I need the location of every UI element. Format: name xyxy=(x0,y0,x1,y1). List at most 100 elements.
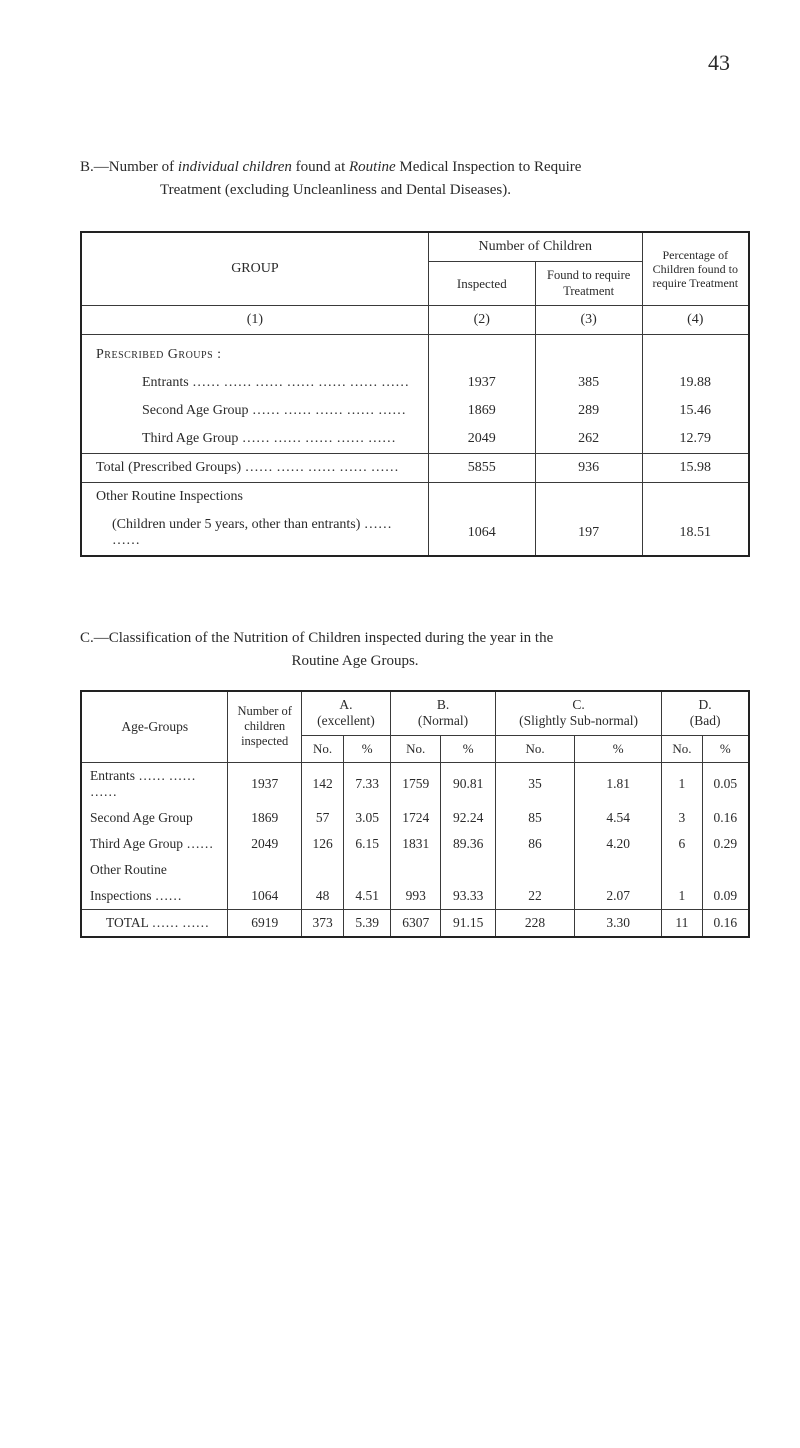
cell-label: Third Age Group …… xyxy=(81,831,228,857)
cell-a_no xyxy=(301,857,343,883)
cell-c_pct: 4.20 xyxy=(575,831,662,857)
cell-b_pct xyxy=(441,857,496,883)
cell-a_no: 48 xyxy=(301,883,343,910)
row-other-c3: 197 xyxy=(535,511,642,556)
cell-a_pct: 7.33 xyxy=(344,762,391,805)
cell-label: Inspections …… xyxy=(81,883,228,910)
th-group-a: A.(excellent) xyxy=(301,691,390,735)
table-row: Other Routine xyxy=(81,857,749,883)
th-found: Found to require Treatment xyxy=(535,262,642,306)
cell-d_pct: 0.09 xyxy=(702,883,749,910)
cell-b_pct: 92.24 xyxy=(441,805,496,831)
cell-b_no xyxy=(391,857,441,883)
sub-d-pct: % xyxy=(702,735,749,762)
cell-c_no: 35 xyxy=(496,762,575,805)
table-b: GROUP Number of Children Percentage of C… xyxy=(80,231,750,557)
cell-d_pct xyxy=(702,857,749,883)
cell-d_no: 3 xyxy=(662,805,702,831)
cell-d_pct: 0.16 xyxy=(702,805,749,831)
table-row: Entrants …… …… ……19371427.33175990.81351… xyxy=(81,762,749,805)
row-second-c4: 15.46 xyxy=(642,397,749,425)
tc-total-b-pct: 91.15 xyxy=(441,909,496,937)
th-num-children-inspected: Number of children inspected xyxy=(228,691,301,762)
cell-label: Other Routine xyxy=(81,857,228,883)
cell-a_pct: 6.15 xyxy=(344,831,391,857)
row-total-label: Total (Prescribed Groups) …… …… …… …… …… xyxy=(81,454,428,483)
cell-b_pct: 93.33 xyxy=(441,883,496,910)
prescribed-groups-label: Prescribed Groups : xyxy=(81,335,428,370)
row-second-c3: 289 xyxy=(535,397,642,425)
th-group-d: D.(Bad) xyxy=(662,691,749,735)
intro-b-italic2: Routine xyxy=(349,159,396,175)
cell-c_pct: 2.07 xyxy=(575,883,662,910)
cell-d_no xyxy=(662,857,702,883)
row-other-c2: 1064 xyxy=(428,511,535,556)
cell-a_pct: 4.51 xyxy=(344,883,391,910)
row-third-c2: 2049 xyxy=(428,425,535,454)
cell-label: Second Age Group xyxy=(81,805,228,831)
intro-c-line2: Routine Age Groups. xyxy=(80,650,750,673)
tc-total-b-no: 6307 xyxy=(391,909,441,937)
row-third-c4: 12.79 xyxy=(642,425,749,454)
col-id-2: (2) xyxy=(428,306,535,335)
row-third-c3: 262 xyxy=(535,425,642,454)
cell-a_no: 57 xyxy=(301,805,343,831)
sub-b-no: No. xyxy=(391,735,441,762)
row-entrants-c2: 1937 xyxy=(428,369,535,397)
cell-d_pct: 0.05 xyxy=(702,762,749,805)
col-id-1: (1) xyxy=(81,306,428,335)
intro-b-italic1: individual children xyxy=(178,159,292,175)
sub-a-pct: % xyxy=(344,735,391,762)
sub-a-no: No. xyxy=(301,735,343,762)
cell-d_no: 1 xyxy=(662,762,702,805)
section-b-intro: B.—Number of individual children found a… xyxy=(80,156,750,201)
th-group-c: C.(Slightly Sub-normal) xyxy=(496,691,662,735)
document-page: 43 B.—Number of individual children foun… xyxy=(0,0,800,998)
cell-b_no: 1759 xyxy=(391,762,441,805)
intro-b-prefix: B.—Number of xyxy=(80,159,178,175)
table-row: Second Age Group1869573.05172492.24854.5… xyxy=(81,805,749,831)
cell-label: Entrants …… …… …… xyxy=(81,762,228,805)
intro-b-suffix: Medical Inspection to Require xyxy=(396,159,582,175)
tc-total-n: 6919 xyxy=(228,909,301,937)
intro-b-mid: found at xyxy=(292,159,349,175)
row-entrants-label: Entrants …… …… …… …… …… …… …… xyxy=(81,369,428,397)
cell-n: 1064 xyxy=(228,883,301,910)
row-second-c2: 1869 xyxy=(428,397,535,425)
row-total-c3: 936 xyxy=(535,454,642,483)
cell-b_pct: 90.81 xyxy=(441,762,496,805)
row-second-label: Second Age Group …… …… …… …… …… xyxy=(81,397,428,425)
cell-d_no: 1 xyxy=(662,883,702,910)
cell-c_pct: 1.81 xyxy=(575,762,662,805)
row-entrants-c4: 19.88 xyxy=(642,369,749,397)
th-percent: Percentage of Children found to require … xyxy=(642,232,749,306)
th-group: GROUP xyxy=(81,232,428,306)
cell-a_pct xyxy=(344,857,391,883)
sub-b-pct: % xyxy=(441,735,496,762)
intro-b-line2: Treatment (excluding Uncleanliness and D… xyxy=(80,179,750,202)
tc-total-a-pct: 5.39 xyxy=(344,909,391,937)
row-entrants-c3: 385 xyxy=(535,369,642,397)
row-third-label: Third Age Group …… …… …… …… …… xyxy=(81,425,428,454)
sub-c-no: No. xyxy=(496,735,575,762)
row-other-sub-label: (Children under 5 years, other than entr… xyxy=(81,511,428,556)
section-c-intro: C.—Classification of the Nutrition of Ch… xyxy=(80,627,750,672)
row-other-c4: 18.51 xyxy=(642,511,749,556)
cell-a_pct: 3.05 xyxy=(344,805,391,831)
cell-n: 2049 xyxy=(228,831,301,857)
cell-n: 1869 xyxy=(228,805,301,831)
cell-b_pct: 89.36 xyxy=(441,831,496,857)
th-age-groups: Age-Groups xyxy=(81,691,228,762)
table-c: Age-Groups Number of children inspected … xyxy=(80,690,750,937)
page-number: 43 xyxy=(80,50,750,76)
cell-c_pct xyxy=(575,857,662,883)
tc-total-label: TOTAL …… …… xyxy=(81,909,228,937)
cell-n xyxy=(228,857,301,883)
tc-total-c-pct: 3.30 xyxy=(575,909,662,937)
intro-c-line1: C.—Classification of the Nutrition of Ch… xyxy=(80,630,553,646)
cell-c_no: 22 xyxy=(496,883,575,910)
col-id-4: (4) xyxy=(642,306,749,335)
cell-c_no xyxy=(496,857,575,883)
row-other-label: Other Routine Inspections xyxy=(81,483,428,512)
tc-total-d-pct: 0.16 xyxy=(702,909,749,937)
